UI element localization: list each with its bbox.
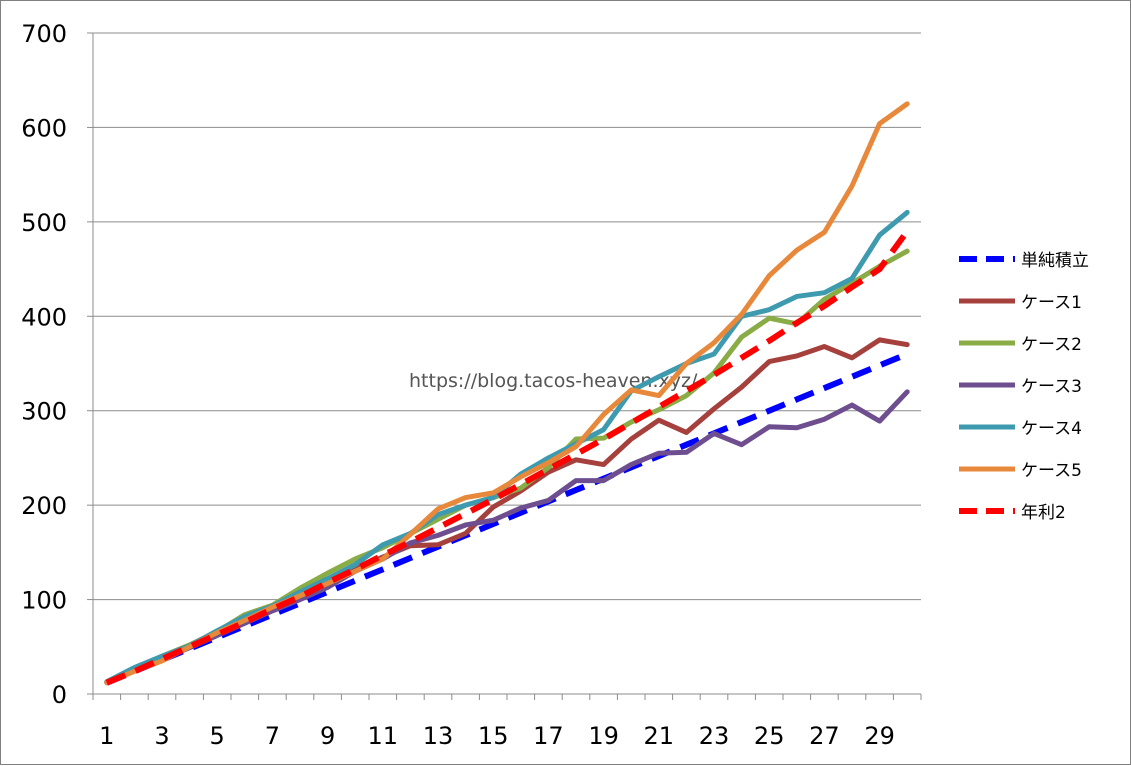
x-tick-label: 5 — [210, 722, 225, 750]
legend-label: ケース4 — [1021, 419, 1082, 439]
y-tick-label: 500 — [21, 209, 67, 237]
x-tick-label: 3 — [154, 722, 169, 750]
y-tick-label: 600 — [21, 114, 67, 142]
y-tick-label: 100 — [21, 587, 67, 615]
x-tick-label: 19 — [588, 722, 619, 750]
x-tick-label: 13 — [423, 722, 454, 750]
x-tick-label: 9 — [320, 722, 335, 750]
y-tick-label: 300 — [21, 398, 67, 426]
axes — [87, 32, 922, 700]
series-line-7 — [105, 229, 910, 686]
x-tick-label: 7 — [265, 722, 280, 750]
x-tick-label: 1 — [99, 722, 114, 750]
legend-label: ケース5 — [1021, 461, 1082, 481]
series-lines — [104, 101, 910, 686]
gridlines — [93, 32, 921, 601]
x-tick-label: 21 — [644, 722, 675, 750]
x-tick-label: 11 — [368, 722, 399, 750]
x-tick-label: 15 — [478, 722, 509, 750]
legend-label: 単純積立 — [1021, 251, 1089, 271]
y-tick-label: 200 — [21, 492, 67, 520]
legend-label: ケース2 — [1021, 335, 1082, 355]
series-line-3 — [104, 248, 910, 685]
y-tick-label: 400 — [21, 303, 67, 331]
series-line-4 — [104, 389, 910, 686]
series-line-1 — [105, 351, 909, 686]
legend-label: ケース1 — [1021, 293, 1082, 313]
x-tick-label: 17 — [533, 722, 564, 750]
y-tick-labels: 0 100 200 300 400 500 600 700 — [21, 20, 67, 709]
y-tick-label: 0 — [52, 681, 67, 709]
y-tick-label: 700 — [21, 20, 67, 48]
watermark-url: https://blog.tacos-heaven.xyz/ — [409, 370, 698, 392]
series-line-6 — [104, 101, 910, 686]
legend-label: ケース3 — [1021, 377, 1082, 397]
x-tick-label: 25 — [754, 722, 785, 750]
series-line-5 — [104, 209, 910, 685]
legend-label: 年利2 — [1021, 503, 1066, 523]
x-tick-labels: 1 3 5 7 9 11 13 15 17 19 21 23 25 27 29 — [99, 722, 895, 750]
x-tick-label: 27 — [809, 722, 840, 750]
x-tick-label: 29 — [864, 722, 895, 750]
x-tick-label: 23 — [699, 722, 730, 750]
